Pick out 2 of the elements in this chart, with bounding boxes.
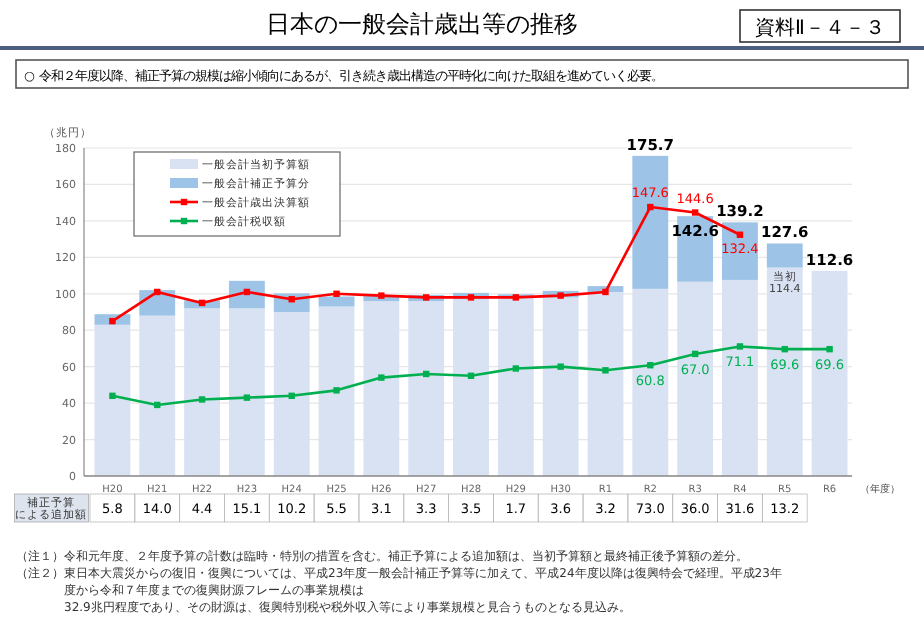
chart-title: 日本の一般会計歳出等の推移	[266, 10, 578, 38]
text: 資料Ⅱ－４－３	[755, 16, 885, 40]
